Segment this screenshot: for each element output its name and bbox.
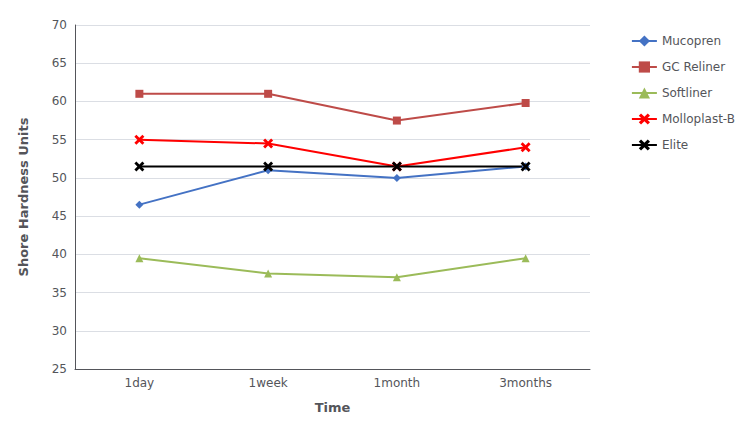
svg-text:1month: 1month [374, 376, 421, 390]
svg-text:Molloplast-B: Molloplast-B [662, 112, 735, 126]
svg-text:50: 50 [52, 171, 67, 185]
svg-text:Softliner: Softliner [662, 86, 712, 100]
svg-text:35: 35 [52, 286, 67, 300]
svg-text:30: 30 [52, 324, 67, 338]
svg-text:Shore Hardness Units: Shore Hardness Units [16, 117, 31, 276]
svg-text:Time: Time [315, 400, 351, 415]
svg-text:3months: 3months [499, 376, 552, 390]
svg-text:45: 45 [52, 209, 67, 223]
svg-text:1day: 1day [125, 376, 155, 390]
svg-text:25: 25 [52, 362, 67, 376]
svg-text:1week: 1week [249, 376, 288, 390]
svg-text:70: 70 [52, 18, 67, 32]
svg-text:Mucopren: Mucopren [662, 34, 721, 48]
svg-text:55: 55 [52, 133, 67, 147]
svg-text:60: 60 [52, 94, 67, 108]
svg-text:Elite: Elite [662, 138, 688, 152]
svg-text:40: 40 [52, 247, 67, 261]
svg-text:GC Reliner: GC Reliner [662, 60, 725, 74]
svg-text:65: 65 [52, 56, 67, 70]
